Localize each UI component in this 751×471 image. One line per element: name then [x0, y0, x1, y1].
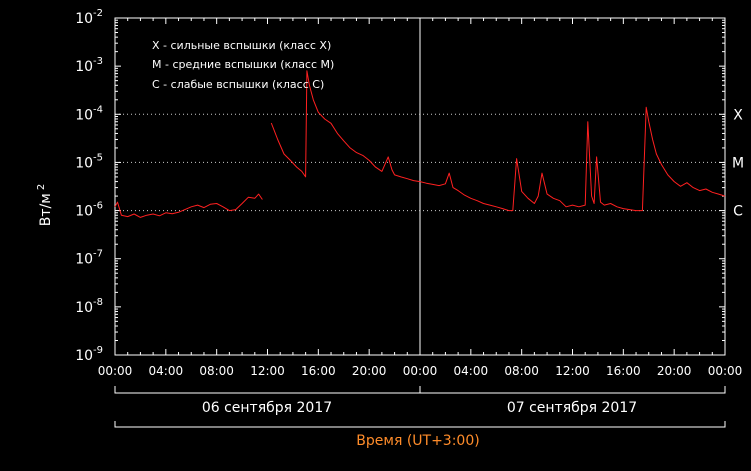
y-tick-base: 10 [75, 252, 93, 268]
y-tick-exponent: -3 [93, 56, 103, 67]
y-axis-label-exp: 2 [36, 184, 47, 190]
y-tick-base: 10 [75, 300, 93, 316]
x-tick-label: 04:00 [149, 364, 184, 378]
y-tick-label: 10-4 [75, 104, 103, 123]
legend-item-x: X - сильные вспышки (класс X) [152, 39, 331, 52]
y-tick-label: 10-6 [75, 201, 103, 220]
class-level-label-x: X [733, 107, 743, 123]
class-level-lines: X M C [115, 107, 744, 220]
y-tick-exponent: -8 [93, 297, 103, 308]
y-axis-label: Вт/м 2 [36, 184, 54, 226]
class-level-label-c: C [733, 204, 743, 220]
y-axis-label-text: Вт/м 2 [36, 184, 54, 226]
day-bracket-bottom [114, 421, 726, 428]
plot-area: XMC 10-910-810-710-610-510-410-310-2 00:… [75, 8, 744, 378]
x-tick-label: 16:00 [301, 364, 336, 378]
x-tick-label: 08:00 [504, 364, 539, 378]
y-tick-exponent: -5 [93, 152, 103, 163]
day-label-2: 07 сентября 2017 [507, 400, 637, 416]
legend-item-m: M - средние вспышки (класс M) [152, 58, 334, 71]
x-axis-ticks: 00:00 04:00 08:00 12:00 16:00 20:00 00:00 04:00… [98, 18, 743, 378]
y-tick-exponent: -7 [93, 249, 103, 260]
y-tick-base: 10 [75, 204, 93, 220]
x-tick-label: 20:00 [657, 364, 692, 378]
y-axis-ticks: 10-910-810-710-610-510-410-310-2 [75, 8, 725, 364]
day-label-1: 06 сентября 2017 [202, 400, 332, 416]
x-tick-label: 00:00 [708, 364, 743, 378]
y-tick-base: 10 [75, 107, 93, 123]
y-tick-exponent: -4 [93, 104, 103, 115]
x-tick-label: 08:00 [199, 364, 234, 378]
y-tick-exponent: -9 [93, 345, 103, 356]
flux-line-segment [114, 193, 263, 218]
y-tick-label: 10-2 [75, 8, 103, 27]
y-tick-base: 10 [75, 11, 93, 27]
y-tick-exponent: -2 [93, 8, 103, 19]
x-tick-label: 04:00 [454, 364, 489, 378]
x-axis-label: Время (UT+3:00) [356, 433, 479, 449]
legend-item-c: C - слабые вспышки (класс C) [152, 78, 324, 91]
x-tick-label: 16:00 [606, 364, 641, 378]
flux-series [114, 70, 726, 218]
y-tick-label: 10-5 [75, 152, 103, 171]
x-tick-label: 12:00 [250, 364, 285, 378]
y-axis-label-main: Вт/м [38, 193, 54, 226]
y-tick-base: 10 [75, 348, 93, 364]
y-tick-label: 10-3 [75, 56, 103, 75]
class-level-label-m: M [732, 155, 744, 171]
y-tick-base: 10 [75, 155, 93, 171]
day-labels: 06 сентября 2017 07 сентября 2017 [114, 386, 726, 428]
y-tick-label: 10-8 [75, 297, 103, 316]
y-tick-label: 10-9 [75, 345, 103, 364]
legend: X - сильные вспышки (класс X) M - средни… [152, 39, 334, 91]
x-tick-label: 12:00 [555, 364, 590, 378]
day-bracket-top [114, 386, 726, 394]
x-tick-label: 00:00 [98, 364, 133, 378]
y-tick-exponent: -6 [93, 201, 103, 212]
y-tick-base: 10 [75, 59, 93, 75]
y-tick-label: 10-7 [75, 249, 103, 268]
x-tick-label: 00:00 [403, 364, 438, 378]
x-tick-label: 20:00 [352, 364, 387, 378]
flux-line-segment [270, 70, 726, 212]
